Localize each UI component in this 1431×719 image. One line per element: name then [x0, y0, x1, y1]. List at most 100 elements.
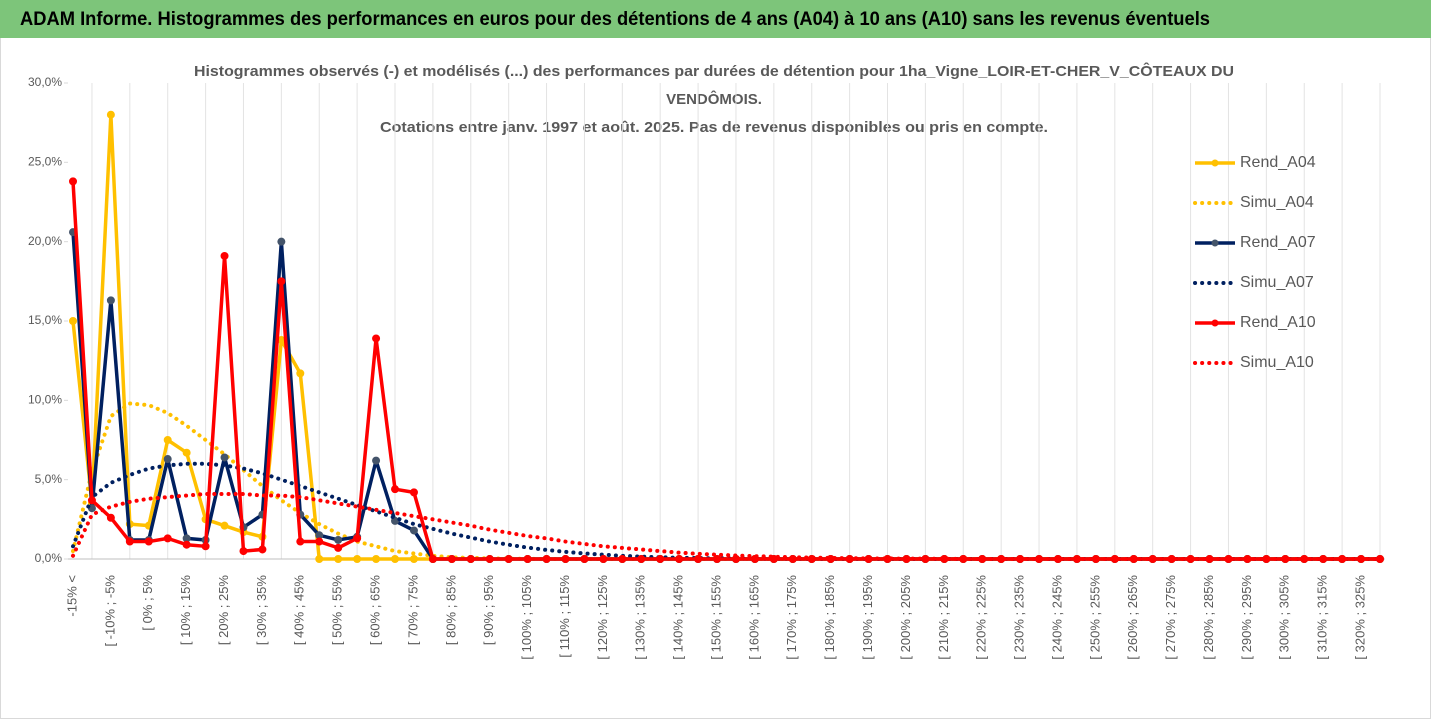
x-tick-label: [ 190% ; 195% — [860, 575, 875, 660]
marker — [163, 534, 172, 543]
x-tick-label: [ 230% ; 235% — [1012, 575, 1027, 660]
marker — [409, 488, 418, 497]
y-tick-label: 5,0% — [35, 472, 63, 486]
marker — [182, 540, 191, 549]
y-tick-label: 25,0% — [28, 155, 62, 169]
marker — [694, 555, 703, 563]
x-tick-label: [ 200% ; 205% — [898, 575, 913, 660]
marker — [69, 317, 77, 325]
marker — [106, 110, 115, 119]
legend-marker — [1211, 159, 1219, 167]
marker — [69, 177, 77, 186]
legend-label: Rend_A04 — [1240, 154, 1316, 171]
marker — [201, 542, 210, 551]
x-tick-label: [ -10% ; -5% — [102, 575, 117, 647]
marker — [220, 521, 229, 530]
marker — [372, 334, 381, 343]
marker — [656, 555, 665, 563]
marker — [334, 555, 343, 563]
marker — [372, 456, 381, 465]
plot — [69, 110, 1384, 563]
x-tick-label: [ 80% ; 85% — [443, 575, 458, 646]
marker — [713, 555, 722, 563]
x-tick-label: [ 30% ; 35% — [254, 575, 269, 646]
marker — [485, 555, 494, 563]
chart-title: VENDÔMOIS. — [666, 90, 762, 108]
marker — [542, 555, 551, 563]
marker — [466, 555, 475, 563]
marker — [258, 545, 267, 554]
chart-title: Cotations entre janv. 1997 et août. 2025… — [380, 119, 1048, 136]
marker — [353, 534, 362, 543]
y-tick-label: 15,0% — [28, 313, 62, 327]
marker — [580, 555, 589, 563]
marker — [504, 555, 513, 563]
x-tick-label: [ 0% ; 5% — [140, 575, 155, 631]
marker — [428, 555, 437, 563]
x-tick-label: [ 130% ; 135% — [633, 575, 648, 660]
marker — [675, 555, 684, 563]
marker — [372, 555, 381, 563]
x-tick-label: [ 220% ; 225% — [974, 575, 989, 660]
x-tick-label: [ 270% ; 275% — [1163, 575, 1178, 660]
x-tick-label: [ 240% ; 245% — [1049, 575, 1064, 660]
x-tick-label: [ 50% ; 55% — [330, 575, 345, 646]
marker — [144, 537, 153, 546]
x-tick-label: [ 250% ; 255% — [1087, 575, 1102, 660]
x-tick-label: [ 310% ; 315% — [1315, 575, 1330, 660]
x-tick-label: [ 40% ; 45% — [292, 575, 307, 646]
marker — [561, 555, 570, 563]
y-tick-label: 30,0% — [28, 75, 62, 89]
x-tick-label: [ 180% ; 185% — [822, 575, 837, 660]
x-tick-label: [ 280% ; 285% — [1201, 575, 1216, 660]
y-tick-label: 20,0% — [28, 234, 62, 248]
legend-label: Simu_A04 — [1240, 194, 1314, 211]
marker — [106, 513, 115, 522]
x-tick-label: -15% < — [64, 575, 79, 617]
y-tick-label: 10,0% — [28, 393, 62, 407]
marker — [409, 526, 418, 535]
x-tick-label: [ 210% ; 215% — [936, 575, 951, 660]
legend-label: Rend_A10 — [1240, 314, 1316, 331]
x-tick-label: [ 300% ; 305% — [1277, 575, 1292, 660]
header-title: ADAM Informe. Histogrammes des performan… — [20, 9, 1210, 30]
marker — [353, 555, 362, 563]
legend-marker — [1211, 319, 1219, 327]
x-tick-label: [ 60% ; 65% — [368, 575, 383, 646]
marker — [277, 277, 286, 286]
x-tick-label: [ 170% ; 175% — [784, 575, 799, 660]
marker — [182, 448, 191, 457]
marker — [277, 237, 286, 246]
marker — [163, 436, 172, 444]
marker — [220, 453, 229, 462]
marker — [315, 537, 324, 546]
x-tick-label: [ 70% ; 75% — [405, 575, 420, 646]
x-tick-label: [ 160% ; 165% — [746, 575, 761, 660]
marker — [296, 537, 305, 546]
legend-label: Simu_A07 — [1240, 274, 1314, 291]
marker — [239, 547, 248, 556]
marker — [391, 555, 400, 563]
marker — [637, 555, 646, 563]
marker — [618, 555, 627, 563]
x-tick-label: [ 290% ; 295% — [1239, 575, 1254, 660]
marker — [447, 555, 456, 563]
legend-label: Rend_A07 — [1240, 234, 1316, 251]
marker — [334, 543, 343, 552]
marker — [125, 537, 134, 546]
marker — [1376, 555, 1384, 563]
header-bar — [0, 0, 1431, 38]
marker — [106, 296, 115, 305]
x-tick-label: [ 20% ; 25% — [216, 575, 231, 646]
marker — [163, 455, 172, 464]
legend-label: Simu_A10 — [1240, 354, 1314, 371]
marker — [599, 555, 608, 563]
series-line — [71, 491, 1382, 561]
x-tick-label: [ 120% ; 125% — [595, 575, 610, 660]
legend-marker — [1211, 239, 1219, 247]
marker — [391, 485, 400, 494]
marker — [334, 535, 343, 544]
marker — [409, 555, 418, 563]
x-tick-label: [ 150% ; 155% — [708, 575, 723, 660]
